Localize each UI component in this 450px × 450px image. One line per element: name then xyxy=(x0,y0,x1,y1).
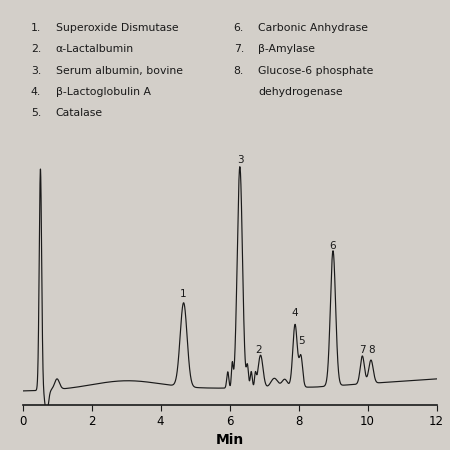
Text: Glucose-6 phosphate: Glucose-6 phosphate xyxy=(258,66,374,76)
Text: 6: 6 xyxy=(330,241,336,251)
Text: 6.: 6. xyxy=(234,23,244,33)
Text: 5.: 5. xyxy=(31,108,41,118)
Text: 8.: 8. xyxy=(234,66,244,76)
Text: 2: 2 xyxy=(256,345,262,355)
Text: Catalase: Catalase xyxy=(56,108,103,118)
Text: β-Amylase: β-Amylase xyxy=(258,45,315,54)
Text: β-Lactoglobulin A: β-Lactoglobulin A xyxy=(56,87,151,97)
Text: 8: 8 xyxy=(369,345,375,355)
Text: dehydrogenase: dehydrogenase xyxy=(258,87,343,97)
Text: 3: 3 xyxy=(237,155,244,165)
Text: 2.: 2. xyxy=(31,45,41,54)
Text: α-Lactalbumin: α-Lactalbumin xyxy=(56,45,134,54)
Text: Carbonic Anhydrase: Carbonic Anhydrase xyxy=(258,23,369,33)
Text: 5: 5 xyxy=(298,336,305,346)
X-axis label: Min: Min xyxy=(216,432,243,446)
Text: Serum albumin, bovine: Serum albumin, bovine xyxy=(56,66,183,76)
Text: Superoxide Dismutase: Superoxide Dismutase xyxy=(56,23,178,33)
Text: 7.: 7. xyxy=(234,45,244,54)
Text: 1.: 1. xyxy=(31,23,41,33)
Text: 3.: 3. xyxy=(31,66,41,76)
Text: 4.: 4. xyxy=(31,87,41,97)
Text: 4: 4 xyxy=(291,308,297,318)
Text: 1: 1 xyxy=(180,289,186,299)
Text: 7: 7 xyxy=(359,345,366,355)
